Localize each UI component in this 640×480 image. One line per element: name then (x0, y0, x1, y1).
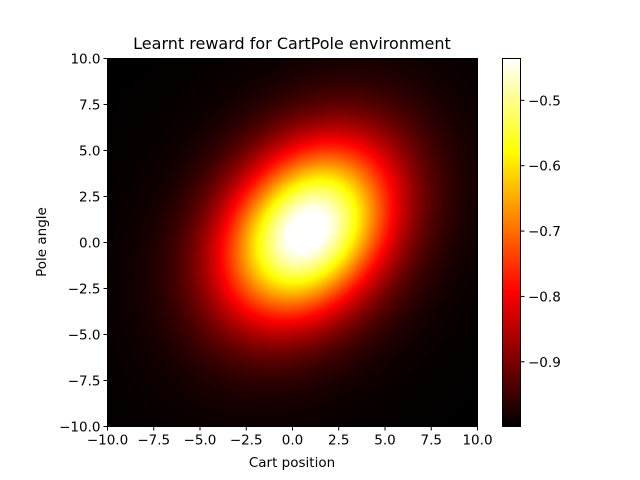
x-tick-label: −5.0 (184, 433, 217, 449)
y-tick-label: 0.0 (79, 236, 100, 252)
x-tick-label: 0.0 (282, 433, 303, 449)
x-tick-label: −2.5 (230, 433, 263, 449)
colorbar-tick-label: −0.5 (528, 93, 561, 109)
x-tick-label: 2.5 (328, 433, 349, 449)
colorbar-tick-label: −0.8 (528, 289, 561, 305)
x-tick-label: 5.0 (374, 433, 395, 449)
colorbar-tick-label: −0.9 (528, 355, 561, 371)
y-tick-label: −2.5 (68, 282, 101, 298)
heatmap-image (107, 58, 478, 427)
x-tick-label: 7.5 (421, 433, 442, 449)
y-tick-label: 10.0 (70, 52, 100, 68)
x-tick-label: −7.5 (137, 433, 170, 449)
x-tick-label: −10.0 (87, 433, 128, 449)
plot-frame (107, 58, 478, 427)
y-tick-label: −10.0 (59, 420, 100, 436)
colorbar-gradient (502, 58, 520, 427)
colorbar-frame (502, 58, 521, 427)
y-tick-label: 2.5 (79, 190, 100, 206)
x-tick-label: 10.0 (462, 433, 492, 449)
colorbar-tick-label: −0.7 (528, 224, 561, 240)
y-tick-label: −5.0 (68, 328, 101, 344)
chart-title: Learnt reward for CartPole environment (133, 34, 451, 53)
y-axis-label: Pole angle (34, 207, 50, 277)
y-tick-label: −7.5 (68, 374, 101, 390)
colorbar-tick-label: −0.6 (528, 159, 561, 175)
y-tick-label: 7.5 (79, 98, 100, 114)
x-axis-label: Cart position (249, 455, 335, 471)
y-tick-label: 5.0 (79, 144, 100, 160)
